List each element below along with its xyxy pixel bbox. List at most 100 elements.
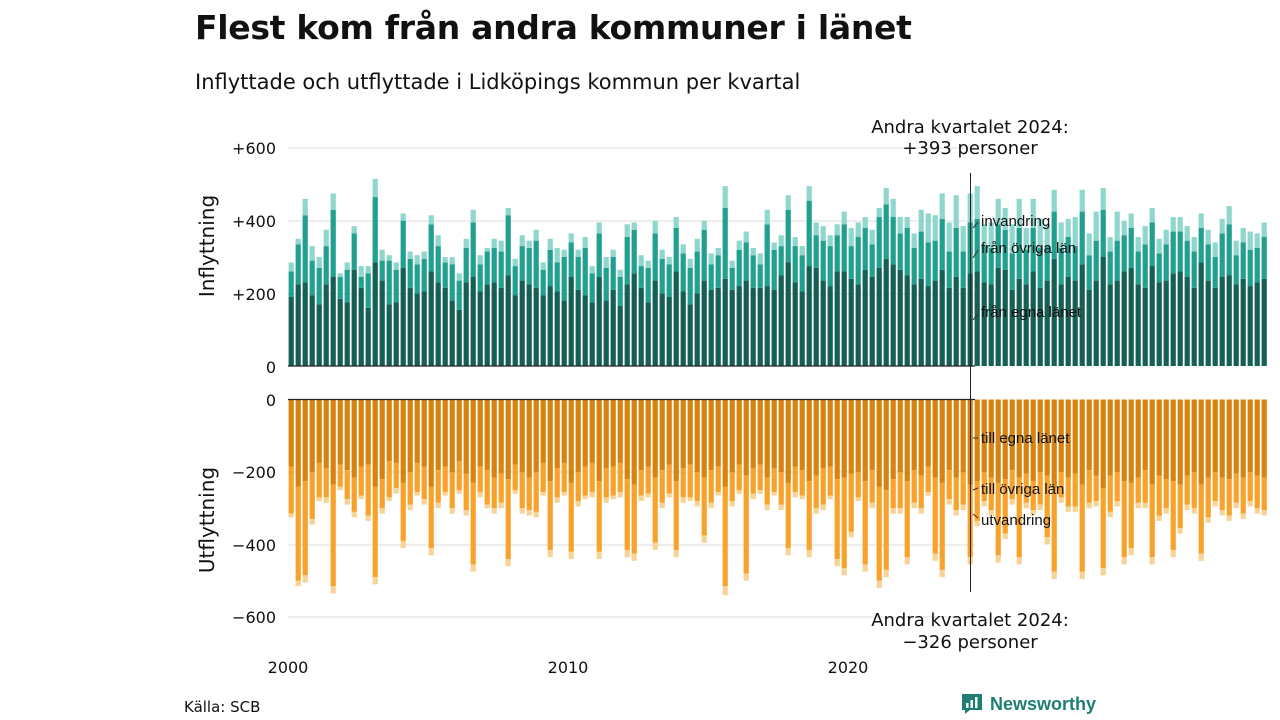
outflow-bar-segment: [841, 477, 847, 569]
inflow-bar-segment: [729, 267, 735, 290]
outflow-bar-segment: [960, 472, 966, 505]
inflow-bar-segment: [512, 266, 518, 296]
outflow-bar-segment: [974, 520, 980, 527]
annotation-inflow-line2: +393 personer: [902, 138, 1038, 159]
outflow-bar-segment: [1016, 399, 1022, 478]
inflow-bar-segment: [1198, 227, 1204, 263]
outflow-bar-segment: [652, 542, 658, 550]
outflow-bar-segment: [421, 399, 427, 467]
inflow-bar-segment: [680, 291, 686, 366]
inflow-bar-segment: [484, 251, 490, 285]
outflow-bar-segment: [659, 502, 665, 509]
outflow-bar-segment: [848, 399, 854, 474]
inflow-bar-segment: [869, 276, 875, 366]
inflow-bar-segment: [813, 222, 819, 236]
outflow-bar-segment: [743, 475, 749, 574]
inflow-bar-segment: [680, 253, 686, 292]
inflow-bar-segment: [316, 257, 322, 268]
inflow-bar-segment: [911, 284, 917, 366]
outflow-bar-segment: [575, 501, 581, 507]
annotation-outflow-line1: Andra kvartalet 2024:: [871, 610, 1069, 631]
inflow-bar-segment: [330, 209, 336, 277]
outflow-bar-segment: [603, 399, 609, 469]
inflow-bar-segment: [1100, 187, 1106, 210]
outflow-bar-segment: [820, 468, 826, 505]
inflow-bar-segment: [617, 276, 623, 307]
inflow-bar-segment: [771, 242, 777, 250]
outflow-bar-segment: [498, 399, 504, 474]
inflow-bar-segment: [1114, 211, 1120, 241]
inflow-bar-segment: [358, 287, 364, 366]
brand-logo: Newsworthy: [960, 692, 1096, 716]
inflow-bar-segment: [673, 217, 679, 228]
inflow-bar-segment: [743, 280, 749, 366]
outflow-bar-segment: [1233, 502, 1239, 509]
inflow-bar-segment: [659, 293, 665, 366]
inflow-bar-segment: [960, 226, 966, 252]
outflow-bar-segment: [757, 399, 763, 465]
inflow-bar-segment: [575, 249, 581, 257]
outflow-bar-segment: [463, 510, 469, 516]
outflow-bar-segment: [288, 466, 294, 514]
inflow-bar-segment: [925, 242, 931, 287]
outflow-bar-segment: [414, 399, 420, 463]
outflow-bar-segment: [680, 497, 686, 503]
outflow-bar-segment: [890, 508, 896, 514]
inflow-bar-segment: [953, 195, 959, 228]
inflow-bar-segment: [1191, 287, 1197, 366]
inflow-bar-segment: [974, 271, 980, 366]
outflow-bar-segment: [736, 490, 742, 494]
outflow-bar-segment: [806, 481, 812, 550]
outflow-bar-segment: [1086, 502, 1092, 509]
outflow-bar-segment: [1135, 477, 1141, 503]
inflow-bar-segment: [519, 280, 525, 366]
inflow-bar-segment: [393, 262, 399, 270]
inflow-bar-segment: [1037, 287, 1043, 366]
inflow-bar-segment: [316, 267, 322, 305]
inflow-bar-segment: [1233, 240, 1239, 256]
x-tick-label: 2010: [548, 658, 589, 677]
outflow-bar-segment: [414, 491, 420, 496]
outflow-bar-segment: [813, 475, 819, 509]
inflow-bar-segment: [1170, 217, 1176, 232]
outflow-bar-segment: [624, 479, 630, 550]
outflow-bar-segment: [554, 497, 560, 503]
outflow-bar-segment: [778, 472, 784, 505]
inflow-bar-segment: [1163, 229, 1169, 245]
inflow-bar-segment: [365, 273, 371, 308]
outflow-bar-segment: [456, 490, 462, 494]
inflow-bar-segment: [1205, 244, 1211, 281]
inflow-bar-segment: [1016, 278, 1022, 366]
outflow-bar-segment: [981, 501, 987, 507]
outflow-bar-segment: [1051, 488, 1057, 572]
inflow-bar-segment: [820, 280, 826, 366]
inflow-bar-segment: [1121, 271, 1127, 366]
outflow-bar-segment: [365, 515, 371, 521]
inflow-bar-segment: [589, 302, 595, 366]
inflow-bar-segment: [344, 269, 350, 303]
outflow-bar-segment: [722, 399, 728, 487]
outflow-bar-segment: [575, 399, 581, 472]
outflow-bar-segment: [792, 491, 798, 498]
inflow-bar-segment: [939, 218, 945, 270]
inflow-bar-segment: [470, 276, 476, 366]
outflow-bar-segment: [414, 462, 420, 492]
outflow-bar-segment: [568, 551, 574, 559]
outflow-bar-segment: [610, 466, 616, 496]
outflow-bar-segment: [505, 399, 511, 480]
outflow-bar-segment: [771, 399, 777, 469]
inflow-bar-segment: [1128, 213, 1134, 228]
outflow-bar-segment: [764, 504, 770, 511]
inflow-bar-segment: [421, 258, 427, 292]
outflow-bar-segment: [841, 399, 847, 478]
inflow-bar-segment: [603, 300, 609, 366]
inflow-bar-segment: [295, 238, 301, 245]
inflow-bar-segment: [596, 276, 602, 366]
outflow-bar-segment: [554, 468, 560, 498]
outflow-bar-segment: [309, 399, 315, 472]
inflow-bar-segment: [1079, 189, 1085, 212]
inflow-bar-segment: [386, 255, 392, 261]
outflow-bar-segment: [764, 399, 770, 478]
inflow-bar-segment: [652, 220, 658, 234]
inflow-bar-segment: [1100, 209, 1106, 257]
